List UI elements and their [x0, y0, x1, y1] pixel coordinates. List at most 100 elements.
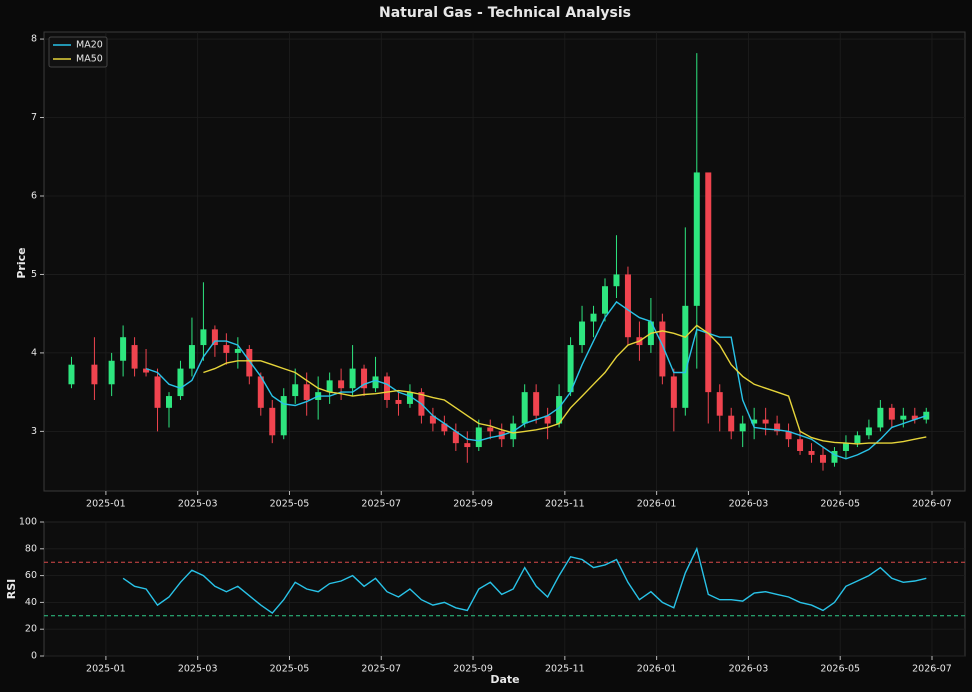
- candle-body: [831, 450, 838, 463]
- candle-body: [693, 172, 700, 306]
- candle-body: [406, 392, 413, 404]
- price-plot-frame: [43, 31, 966, 492]
- candle-body: [441, 423, 448, 432]
- candle-body: [670, 376, 677, 408]
- candle-body: [716, 392, 723, 416]
- candle-body: [303, 384, 310, 400]
- y-axis-label: Price: [15, 247, 28, 278]
- candle-body: [143, 368, 150, 373]
- x-tick-label: 2025-09: [453, 664, 493, 675]
- candle-body: [246, 348, 253, 377]
- candle-body: [361, 368, 368, 389]
- x-tick-label: 2026-01: [637, 499, 677, 510]
- candle-body: [338, 380, 345, 389]
- candle-body: [602, 286, 608, 314]
- y-tick-label: 8: [31, 34, 37, 45]
- candle-body: [464, 443, 471, 448]
- x-tick-label: 2025-03: [178, 664, 218, 675]
- candle-body: [131, 345, 138, 369]
- candle-body: [888, 407, 895, 420]
- candle-body: [223, 345, 230, 353]
- candle-body: [200, 329, 207, 346]
- candle-body: [739, 423, 746, 432]
- x-tick-label: 2026-07: [912, 664, 952, 675]
- candle-body: [68, 364, 75, 385]
- x-tick-label: 2025-05: [270, 499, 310, 510]
- candle-body: [384, 376, 390, 400]
- candle-body: [521, 392, 528, 424]
- candle-body: [349, 368, 356, 389]
- candle-body: [120, 337, 127, 361]
- candle-body: [292, 384, 299, 397]
- y-tick-label: 40: [25, 597, 37, 608]
- x-tick-label: 2025-11: [545, 664, 585, 675]
- candle-body: [854, 435, 861, 444]
- y-tick-label: 6: [31, 190, 37, 201]
- rsi-line: [122, 546, 927, 615]
- ma-line: [203, 324, 927, 445]
- candle-body: [774, 423, 781, 432]
- candle-body: [372, 376, 379, 389]
- candle-body: [659, 321, 666, 377]
- candle-body: [624, 274, 631, 338]
- candle-body: [475, 427, 482, 448]
- candle-body: [751, 419, 758, 424]
- candle-body: [865, 427, 872, 436]
- candle-body: [785, 431, 792, 440]
- candle-body: [820, 454, 826, 463]
- y-tick-label: 20: [25, 624, 37, 635]
- candle-body: [177, 368, 184, 397]
- candle-body: [533, 392, 540, 416]
- y-tick-label: 60: [25, 570, 37, 581]
- candle-body: [579, 321, 586, 346]
- candle-body: [211, 329, 218, 346]
- candle-body: [613, 274, 620, 287]
- x-tick-label: 2026-07: [912, 499, 952, 510]
- x-axis-label: Date: [490, 673, 519, 686]
- candle-body: [91, 364, 98, 385]
- y-axis-label: RSI: [5, 579, 18, 600]
- candle-body: [682, 305, 689, 408]
- x-tick-label: 2025-05: [270, 664, 310, 675]
- candle-body: [234, 348, 241, 353]
- candle-body: [188, 345, 195, 369]
- legend-label: MA50: [76, 54, 103, 65]
- candle-body: [487, 427, 494, 432]
- ma-line: [145, 300, 927, 460]
- candle-body: [326, 380, 333, 393]
- candle-body: [797, 439, 804, 451]
- candle-body: [762, 419, 769, 424]
- candle-body: [911, 415, 918, 420]
- candle-body: [705, 172, 712, 393]
- legend-label: MA20: [76, 40, 103, 51]
- candle-body: [567, 345, 574, 393]
- x-tick-label: 2026-05: [820, 499, 860, 510]
- candle-body: [728, 415, 735, 432]
- candle-body: [395, 399, 402, 404]
- x-tick-label: 2026-05: [820, 664, 860, 675]
- y-tick-label: 7: [31, 112, 37, 123]
- x-tick-label: 2025-07: [361, 499, 401, 510]
- candle-body: [900, 415, 907, 420]
- y-tick-label: 4: [31, 347, 37, 358]
- candle-body: [842, 443, 849, 451]
- x-tick-label: 2025-03: [178, 499, 218, 510]
- x-tick-label: 2025-09: [453, 499, 493, 510]
- candle-body: [269, 407, 276, 436]
- candle-body: [877, 407, 884, 428]
- candle-body: [452, 431, 459, 444]
- y-tick-label: 0: [31, 651, 37, 662]
- candle-body: [556, 396, 563, 424]
- candle-body: [590, 313, 597, 322]
- candle-body: [280, 396, 287, 436]
- candle-body: [808, 450, 815, 455]
- y-tick-label: 3: [31, 426, 37, 437]
- y-tick-label: 5: [31, 269, 37, 280]
- y-tick-label: 80: [25, 543, 37, 554]
- rsi-plot-frame: [43, 521, 966, 657]
- x-tick-label: 2025-01: [86, 499, 126, 510]
- candle-body: [544, 415, 551, 424]
- candle-body: [429, 415, 436, 424]
